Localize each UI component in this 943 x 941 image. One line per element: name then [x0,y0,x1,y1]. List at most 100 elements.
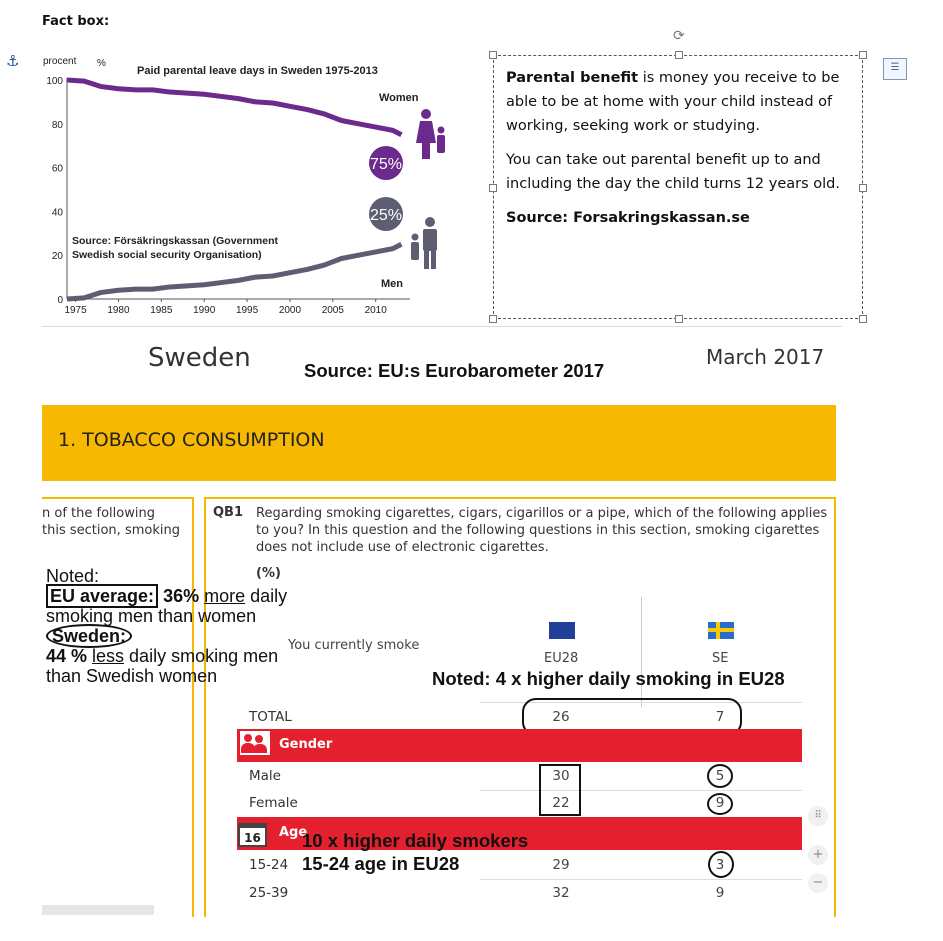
eu-average-pct: 36% [158,586,205,606]
age-header: Age [279,825,308,840]
country-title: Sweden [148,343,251,373]
eurobarometer-source: Source: EU:s Eurobarometer 2017 [304,360,605,381]
col-se: SE [712,651,729,666]
parental-benefit-textbox[interactable]: Parental benefit is money you receive to… [493,55,863,319]
resize-handle-br[interactable] [859,315,867,323]
gender-header: Gender [279,737,333,752]
x-tick-label: 1975 [64,305,87,316]
x-tick-label: 2005 [322,305,345,316]
women-badge: 75% [370,156,402,173]
parental-leave-chart[interactable]: 100 80 60 40 20 0 1975 1980 1985 1990 1995 2000 200… [40,52,480,320]
noted-annotation: Noted: EU average: 36% more daily smokin… [46,566,287,686]
age-10x-annotation: 10 x higher daily smokers [302,830,529,851]
age1-eu28: 29 [552,857,570,873]
section-title: 1. TOBACCO CONSUMPTION [58,429,325,451]
total-se: 7 [715,709,725,725]
x-tick-label: 1980 [107,305,130,316]
eu-average-line2: smoking men than women [46,606,257,626]
sweden-less: less [92,646,125,666]
resize-handle-bl[interactable] [489,315,497,323]
man-pictogram-icon [411,217,437,269]
x-tick-label: 1985 [150,305,173,316]
textbox-source: Source: Forsakringskassan.se [506,210,750,226]
y-tick-label: 0 [57,295,63,306]
resize-handle-tl[interactable] [489,51,497,59]
left-partial-line1: n of the following [42,506,155,521]
sweden-pct: 44 % [46,646,93,666]
layout-options-icon[interactable]: ☰ [883,58,907,80]
men-badge: 25% [370,207,402,224]
fact-box-title: Fact box: [42,14,110,29]
men-badge-circle [369,197,403,231]
drag-handle-icon[interactable]: ⠿ [808,806,828,826]
people-icon [240,731,270,755]
x-tick-label: 2000 [279,305,302,316]
question-text: Regarding smoking cigarettes, cigars, ci… [256,506,828,555]
left-partial-line2: this section, smoking [42,523,180,538]
x-tick-label: 2010 [365,305,388,316]
main-panel-frame [204,497,836,917]
textbox-term: Parental benefit [506,70,639,86]
col-eu28: EU28 [544,651,579,666]
chart-title: Paid parental leave days in Sweden 1975-… [137,65,378,77]
woman-pictogram-icon [416,109,445,159]
male-eu28: 30 [552,768,570,784]
female-label: Female [249,795,298,811]
male-label: Male [249,768,281,784]
total-eu28: 26 [552,709,570,725]
left-panel-frame [42,497,194,917]
resize-handle-r[interactable] [859,184,867,192]
row-header-label: You currently smoke [288,638,420,653]
sweden-flag-icon [708,622,734,639]
series-line-women [66,77,403,137]
sweden-rest: daily smoking men [124,646,279,666]
eu-flag-icon [549,622,575,639]
gender-eu-highlight-box [539,764,581,816]
anchor-icon[interactable]: ⚓ [6,52,20,70]
report-date: March 2017 [706,345,825,369]
age1-label: 15-24 [249,857,289,873]
left-partial-text: n of the following this section, smoking [42,505,180,539]
resize-handle-tr[interactable] [859,51,867,59]
row-divider [480,790,802,791]
zoom-in-button[interactable]: + [808,845,828,865]
textbox-definition: is money you receive to be able to be at… [506,70,840,134]
y-tick-label: 20 [52,251,64,262]
age2-eu28: 32 [552,885,570,901]
chart-women-label: Women [379,92,419,104]
y-tick-label: 40 [52,207,64,218]
eu-average-box: EU average: [46,584,159,608]
rotate-handle-icon[interactable]: ⟳ [673,28,685,44]
male-se-highlight-circle [707,764,733,788]
gender-header-bar: Gender [237,729,802,762]
row-divider [480,879,802,880]
section-banner: 1. TOBACCO CONSUMPTION [42,405,836,481]
age-header-bar: Age [237,817,802,850]
resize-handle-l[interactable] [489,184,497,192]
total-label: TOTAL [249,709,292,725]
female-se-highlight-circle [707,793,733,815]
sweden-line2: than Swedish women [46,666,218,686]
x-tick-label: 1995 [236,305,259,316]
chart-men-label: Men [381,278,403,290]
question-code: QB1 [213,505,244,520]
series-line-men [66,242,403,302]
female-eu28: 22 [552,795,570,811]
chart-source-line2: Swedish social security Organisation) [72,249,262,261]
scrollbar-track[interactable] [42,905,154,915]
age2-se: 9 [715,885,725,901]
textbox-age-limit: You can take out parental benefit up to … [506,152,840,192]
resize-handle-b[interactable] [675,315,683,323]
zoom-out-button[interactable]: − [808,873,828,893]
row-divider [480,702,802,703]
column-divider [641,597,642,707]
question-unit: (%) [256,566,281,581]
y-tick-label: 80 [52,120,64,131]
y-tick-label: 60 [52,164,64,175]
age1-se-highlight-circle [708,851,734,878]
age-15-24-annotation: 15-24 age in EU28 [302,853,460,874]
x-tick-label: 1990 [193,305,216,316]
resize-handle-t[interactable] [675,51,683,59]
chart-source-line1: Source: Försäkringskassan (Government [72,235,278,247]
y-tick-label: 100 [46,76,63,87]
